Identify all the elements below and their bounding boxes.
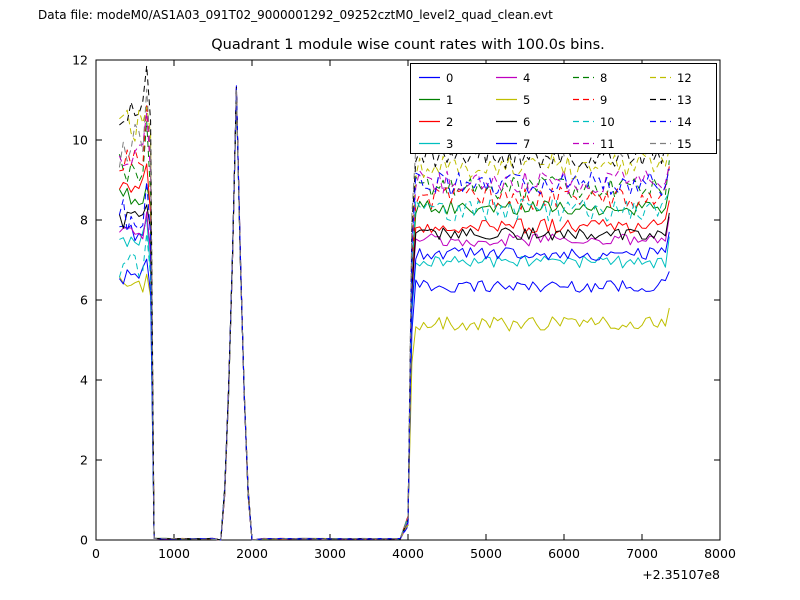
series-line-4: [119, 86, 670, 541]
series-line-2: [118, 92, 670, 541]
y-tick-label: 12: [72, 53, 88, 68]
legend-label-8: 8: [600, 71, 607, 85]
legend-label-2: 2: [446, 115, 453, 129]
legend-label-1: 1: [446, 93, 453, 107]
series-line-11: [118, 89, 670, 541]
x-tick-label: 2000: [236, 546, 268, 561]
series-line-5: [118, 87, 670, 541]
series-line-0: [119, 90, 670, 541]
data-file-label: Data file: modeM0/AS1A03_091T02_90000012…: [38, 8, 553, 22]
x-tick-label: 4000: [392, 546, 424, 561]
y-tick-label: 4: [80, 373, 88, 388]
x-tick-label: 1000: [158, 546, 190, 561]
series-layer: [118, 65, 670, 541]
y-tick-label: 6: [80, 293, 88, 308]
legend-label-7: 7: [523, 137, 530, 151]
series-line-9: [119, 88, 670, 541]
legend-label-13: 13: [677, 93, 692, 107]
axes-frame: [95, 59, 721, 541]
legend-label-12: 12: [677, 71, 692, 85]
legend-label-10: 10: [600, 115, 615, 129]
y-tick-label: 10: [72, 133, 88, 148]
legend-label-5: 5: [523, 93, 530, 107]
x-axis-offset-label: +2.35107e8: [642, 567, 720, 582]
chart-title: Quadrant 1 module wise count rates with …: [211, 37, 605, 53]
y-tick-label: 0: [80, 533, 88, 548]
series-line-1: [118, 92, 670, 541]
x-tick-label: 8000: [704, 546, 736, 561]
axes-layer: 0 1000 2000 3000 4000 5000 6000 7000 80000246810…: [72, 53, 736, 562]
y-tick-label: 2: [80, 453, 88, 468]
y-tick-label: 8: [80, 213, 88, 228]
legend-label-6: 6: [523, 115, 530, 129]
x-tick-label: 7000: [626, 546, 658, 561]
x-tick-label: 0: [92, 546, 100, 561]
series-line-12: [119, 90, 670, 541]
x-tick-label: 6000: [548, 546, 580, 561]
series-line-6: [118, 88, 670, 541]
series-line-8: [118, 91, 670, 541]
legend-label-9: 9: [600, 93, 607, 107]
legend-label-14: 14: [677, 115, 692, 129]
x-tick-label: 3000: [314, 546, 346, 561]
legend-label-0: 0: [446, 71, 453, 85]
legend-box: [410, 63, 717, 154]
legend-label-4: 4: [523, 71, 530, 85]
x-tick-label: 5000: [470, 546, 502, 561]
series-line-14: [118, 88, 670, 541]
legend-label-3: 3: [446, 137, 453, 151]
legend-label-15: 15: [677, 137, 692, 151]
series-line-15: [118, 88, 670, 541]
series-line-3: [119, 91, 670, 541]
legend-label-11: 11: [600, 137, 615, 151]
